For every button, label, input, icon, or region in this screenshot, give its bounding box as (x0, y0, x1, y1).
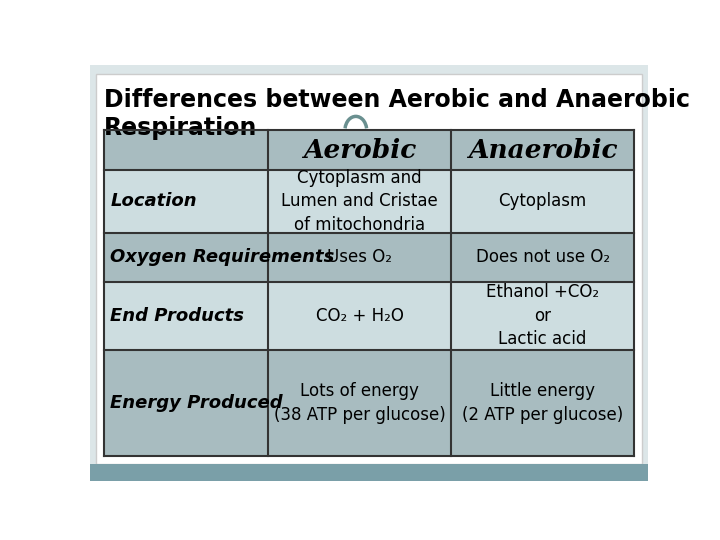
Bar (104, 170, 634, 233)
Text: Location: Location (110, 192, 197, 211)
Text: CO₂ + H₂O: CO₂ + H₂O (316, 307, 404, 325)
Text: Energy Produced: Energy Produced (110, 394, 283, 412)
Text: Cytoplasm: Cytoplasm (498, 192, 587, 211)
Text: Does not use O₂: Does not use O₂ (475, 248, 610, 266)
Bar (104, 233, 634, 282)
Text: Uses O₂: Uses O₂ (327, 248, 392, 266)
Text: Cytoplasm and
Lumen and Cristae
of mitochondria: Cytoplasm and Lumen and Cristae of mitoc… (282, 169, 438, 234)
Text: Anaerobic: Anaerobic (468, 138, 617, 163)
Text: Oxygen Requirements: Oxygen Requirements (110, 248, 335, 266)
Bar (104, 282, 634, 350)
Text: Ethanol +CO₂
or
Lactic acid: Ethanol +CO₂ or Lactic acid (486, 283, 599, 348)
Text: Lots of energy
(38 ATP per glucose): Lots of energy (38 ATP per glucose) (274, 382, 446, 423)
Text: Differences between Aerobic and Anaerobic
Respiration: Differences between Aerobic and Anaerobi… (104, 88, 690, 140)
Bar (104, 130, 634, 170)
Bar (104, 350, 634, 456)
Text: End Products: End Products (110, 307, 244, 325)
Bar (90, 464, 648, 481)
Text: Little energy
(2 ATP per glucose): Little energy (2 ATP per glucose) (462, 382, 624, 423)
Text: Aerobic: Aerobic (303, 138, 416, 163)
